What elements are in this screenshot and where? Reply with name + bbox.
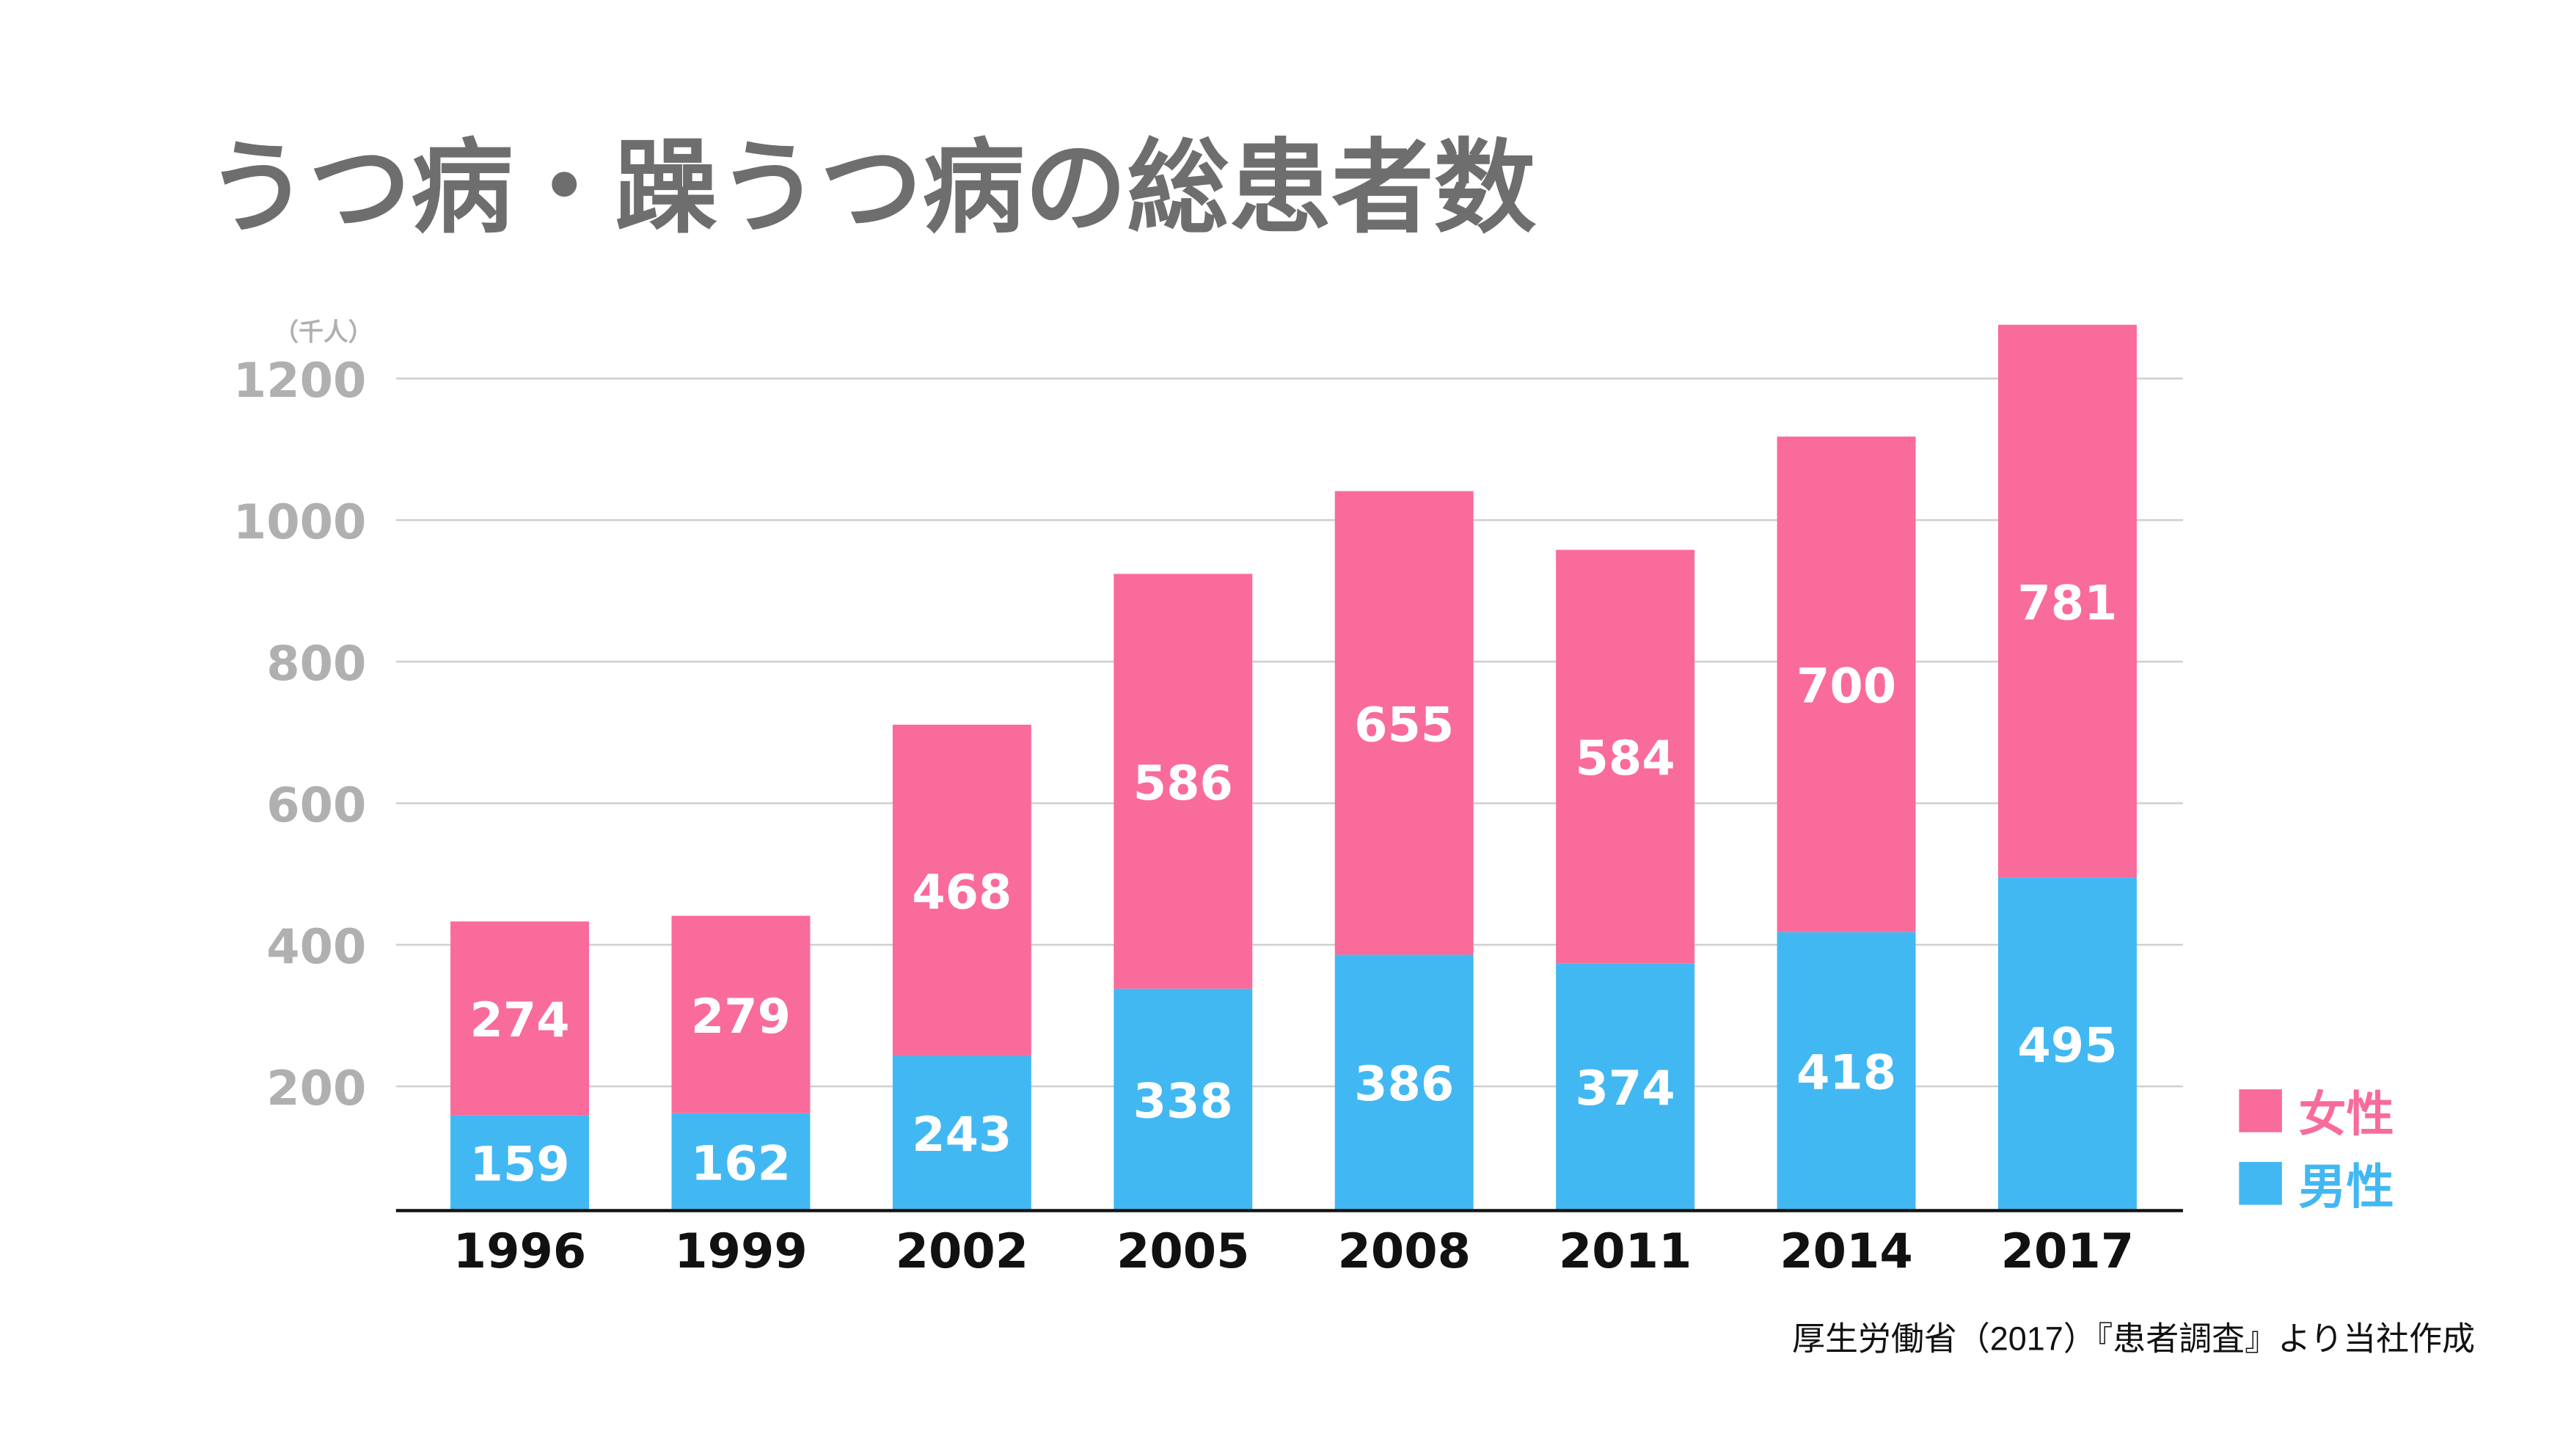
y-tick-label: 1000: [233, 494, 367, 550]
y-tick-label: 600: [266, 778, 366, 833]
data-label: 162: [691, 1135, 791, 1191]
data-label: 374: [1576, 1061, 1675, 1116]
bar-female-2011: [1556, 549, 1695, 964]
bar-female-2008: [1334, 491, 1474, 955]
x-tick-label: 1996: [453, 1223, 587, 1279]
bar-male-2017: [1997, 877, 2137, 1210]
legend-label-female: 女性: [2298, 1086, 2394, 1142]
bar-female-2005: [1114, 574, 1253, 989]
y-axis-unit: （千人）: [274, 318, 373, 346]
bar-male-2014: [1777, 932, 1916, 1210]
source-note: 厚生労働省（2017）『患者調査』より当社作成: [1792, 1320, 2475, 1358]
data-label: 279: [691, 989, 791, 1045]
legend-swatch-male: [2239, 1162, 2282, 1205]
legend-label-male: 男性: [2298, 1159, 2394, 1215]
x-axis-ticks: 1996 1999 2002 2005 2008 2011 2014 2017: [453, 1223, 2134, 1279]
bar-female-1999: [671, 915, 811, 1113]
data-label: 418: [1796, 1045, 1896, 1101]
data-label: 386: [1354, 1056, 1454, 1112]
chart-title: うつ病・躁うつ病の総患者数: [206, 128, 1536, 247]
bar-female-2014: [1777, 436, 1916, 932]
data-label: 243: [912, 1107, 1012, 1163]
y-tick-label: 200: [266, 1061, 366, 1116]
data-label: 338: [1133, 1073, 1233, 1129]
y-tick-label: 800: [266, 636, 366, 692]
legend-swatch-female: [2239, 1089, 2282, 1133]
data-label: 159: [469, 1137, 569, 1193]
x-tick-label: 2008: [1337, 1223, 1471, 1279]
legend: 女性 男性: [2239, 1086, 2394, 1215]
bars: 159 274 162 279 243 468 338 586 386 655 374 584 418 7…: [450, 324, 2137, 1210]
y-axis-ticks: 200 400 600 800 1000 1200: [233, 353, 367, 1116]
y-tick-label: 1200: [233, 353, 367, 409]
data-label: 274: [469, 992, 569, 1048]
x-tick-label: 1999: [674, 1223, 808, 1279]
x-tick-label: 2011: [1559, 1223, 1692, 1279]
x-tick-label: 2017: [2001, 1223, 2135, 1279]
data-label: 586: [1133, 756, 1233, 811]
data-label: 781: [2017, 575, 2117, 631]
y-tick-label: 400: [266, 919, 366, 975]
bar-male-2008: [1334, 954, 1474, 1210]
bar-male-2011: [1556, 963, 1695, 1210]
x-tick-label: 2005: [1116, 1223, 1250, 1279]
data-label: 700: [1796, 659, 1896, 714]
x-tick-label: 2002: [896, 1223, 1029, 1279]
bar-male-2002: [892, 1056, 1031, 1210]
bar-male-2005: [1114, 988, 1253, 1210]
bar-female-1996: [450, 921, 590, 1116]
data-label: 495: [2017, 1018, 2117, 1074]
bar-female-2017: [1997, 324, 2137, 878]
data-label: 584: [1576, 731, 1675, 786]
data-label: 655: [1354, 697, 1454, 753]
bar-male-1999: [671, 1113, 811, 1210]
data-label: 468: [912, 865, 1012, 921]
bar-female-2002: [892, 724, 1031, 1056]
bar-male-1996: [450, 1115, 590, 1210]
x-tick-label: 2014: [1780, 1223, 1913, 1279]
